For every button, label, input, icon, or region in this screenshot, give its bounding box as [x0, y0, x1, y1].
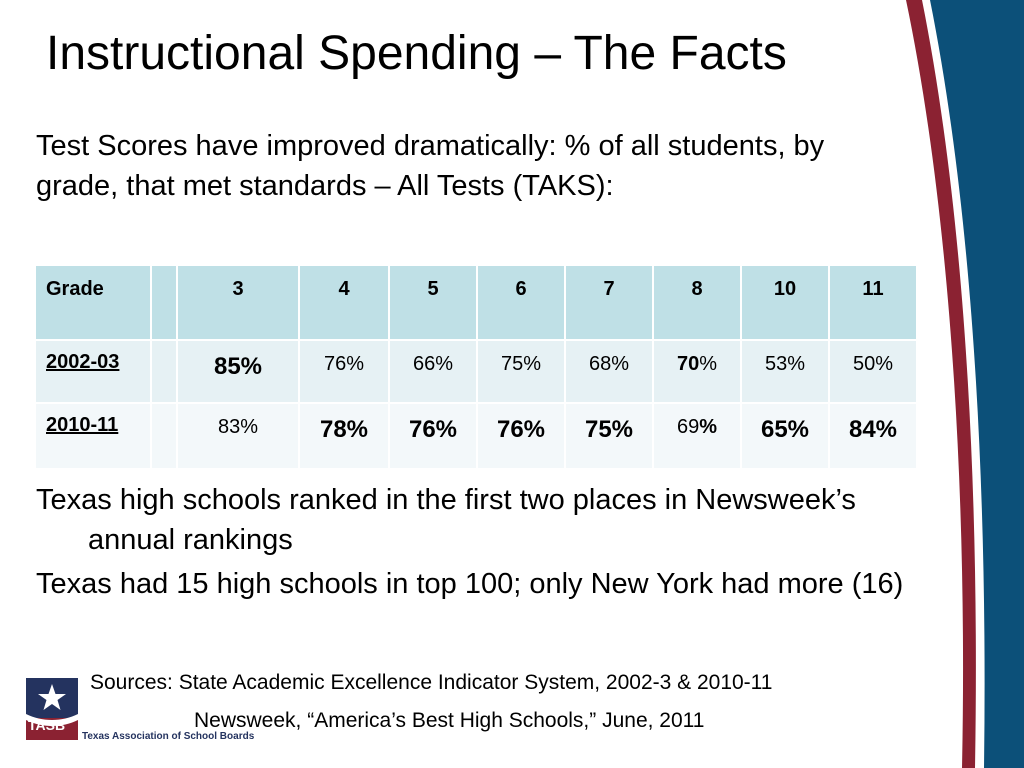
- grade-header-7: 7: [564, 264, 654, 341]
- bullet-list: Texas high schools ranked in the first t…: [36, 480, 916, 608]
- score-cell: 75%: [500, 353, 542, 375]
- score-cell: 69%: [654, 404, 740, 439]
- spacer-cell: [150, 402, 178, 470]
- bullet-item: Texas high schools ranked in the first t…: [36, 484, 856, 556]
- score-percent: %: [699, 353, 718, 375]
- score-cell: 65%: [760, 416, 810, 443]
- sources-line: Newsweek, “America’s Best High Schools,”…: [194, 709, 705, 732]
- score-cell: 53%: [764, 353, 806, 375]
- grade-header-5: 5: [388, 264, 478, 341]
- intro-text: Test Scores have improved dramatically: …: [36, 130, 825, 202]
- tasb-logo-icon: [26, 678, 78, 740]
- grade-header-4: 4: [298, 264, 390, 341]
- score-cell: 75%: [584, 416, 634, 443]
- score-cell: 85%: [213, 353, 263, 380]
- score-percent: %: [699, 416, 718, 438]
- spacer-cell: [150, 264, 178, 341]
- score-cell: 50%: [852, 353, 894, 375]
- spacer-cell: [150, 339, 178, 404]
- test-scores-table: Grade 3 4 5 6 7 8 10 11 2002-03 85% 76% …: [34, 264, 918, 470]
- score-cell: 70%: [654, 341, 740, 376]
- score-cell: 76%: [496, 416, 546, 443]
- table-header-row: Grade 3 4 5 6 7 8 10 11: [34, 264, 918, 341]
- score-cell: 76%: [408, 416, 458, 443]
- year-label: 2002-03: [46, 351, 120, 373]
- year-label: 2010-11: [46, 414, 119, 436]
- table-row: 2002-03 85% 76% 66% 75% 68% 70% 53% 50%: [34, 339, 918, 404]
- score-number: 70: [676, 353, 700, 375]
- score-cell: 83%: [217, 416, 259, 438]
- logo-name: Texas Association of School Boards: [82, 731, 255, 742]
- score-cell: 78%: [319, 416, 369, 443]
- sources-line: Sources: State Academic Excellence Indic…: [90, 671, 773, 694]
- grade-header: Grade: [34, 264, 152, 341]
- score-number: 69: [676, 416, 700, 438]
- grade-header-10: 10: [740, 264, 830, 341]
- grade-header-8: 8: [652, 264, 742, 341]
- slide-title: Instructional Spending – The Facts: [46, 27, 787, 80]
- score-cell: 68%: [588, 353, 630, 375]
- bullet-item: Texas had 15 high schools in top 100; on…: [36, 568, 904, 600]
- logo-acronym: TASB: [28, 717, 66, 733]
- score-cell: 76%: [323, 353, 365, 375]
- grade-header-6: 6: [476, 264, 566, 341]
- grade-header-3: 3: [176, 264, 300, 341]
- grade-header-11: 11: [828, 264, 918, 341]
- table-row: 2010-11 83% 78% 76% 76% 75% 69% 65% 84%: [34, 402, 918, 470]
- score-cell: 84%: [848, 416, 898, 443]
- score-cell: 66%: [412, 353, 454, 375]
